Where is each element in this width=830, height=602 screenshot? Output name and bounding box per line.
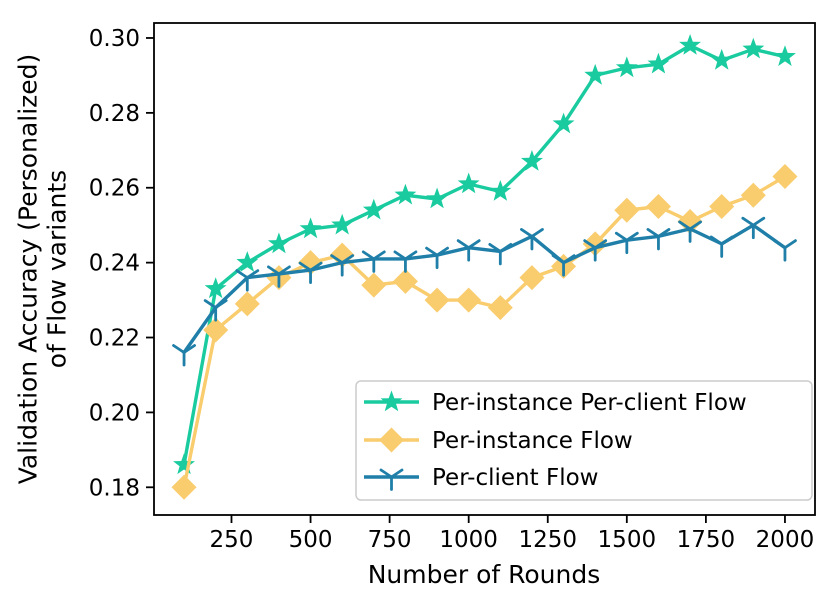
star-marker-icon bbox=[394, 183, 417, 205]
legend-label: Per-instance Per-client Flow bbox=[432, 390, 747, 416]
tri-down-marker-icon bbox=[330, 254, 355, 277]
legend-item-per-client-flow: Per-client Flow bbox=[364, 465, 598, 491]
y-tick-label: 0.22 bbox=[89, 326, 140, 352]
tri-down-marker-icon bbox=[551, 254, 576, 277]
star-marker-icon bbox=[457, 172, 480, 194]
tri-down-marker-icon bbox=[172, 344, 196, 367]
diamond-marker-icon bbox=[456, 287, 482, 313]
diamond-marker-icon bbox=[519, 265, 545, 291]
y-tick-label: 0.18 bbox=[89, 475, 140, 501]
diamond-marker-icon bbox=[361, 272, 387, 298]
x-axis-label: Number of Rounds bbox=[367, 560, 601, 589]
star-marker-icon bbox=[268, 232, 290, 254]
star-marker-icon bbox=[204, 277, 227, 299]
tri-down-marker-icon bbox=[646, 228, 671, 251]
diamond-marker-icon bbox=[614, 197, 640, 223]
y-tick-label: 0.26 bbox=[89, 176, 140, 202]
tri-down-marker-icon bbox=[203, 299, 228, 322]
diamond-marker-icon bbox=[645, 193, 671, 219]
series-per-instance-per-client-flow bbox=[173, 34, 796, 475]
x-tick-label: 500 bbox=[289, 527, 333, 553]
tri-down-marker-icon bbox=[361, 250, 386, 273]
star-marker-icon bbox=[426, 187, 448, 209]
diamond-marker-icon bbox=[772, 164, 798, 190]
tri-down-marker-icon bbox=[267, 265, 291, 288]
legend-label: Per-instance Flow bbox=[432, 428, 633, 454]
star-marker-icon bbox=[647, 52, 670, 74]
series-markers-per-client-flow bbox=[172, 216, 797, 367]
star-marker-icon bbox=[380, 390, 403, 412]
tri-down-marker-icon bbox=[741, 216, 766, 240]
legend-item-per-instance-flow: Per-instance Flow bbox=[364, 427, 633, 454]
x-tick-label: 1000 bbox=[439, 527, 498, 553]
diamond-marker-icon bbox=[709, 193, 735, 219]
star-marker-icon bbox=[299, 217, 322, 239]
tri-down-marker-icon bbox=[379, 468, 404, 491]
y-tick-label: 0.30 bbox=[89, 26, 140, 52]
tri-down-marker-icon bbox=[520, 228, 544, 251]
y-tick-label: 0.24 bbox=[89, 251, 140, 277]
diamond-marker-icon bbox=[487, 295, 513, 321]
star-marker-icon bbox=[679, 34, 701, 55]
star-marker-icon bbox=[521, 150, 543, 171]
star-marker-icon bbox=[742, 37, 765, 59]
x-tick-label: 2000 bbox=[756, 527, 815, 553]
tri-down-marker-icon bbox=[678, 220, 702, 243]
star-marker-icon bbox=[615, 56, 638, 78]
star-marker-icon bbox=[774, 45, 796, 66]
star-marker-icon bbox=[331, 213, 354, 235]
legend-item-per-instance-per-client-flow: Per-instance Per-client Flow bbox=[364, 390, 747, 416]
star-marker-icon bbox=[362, 198, 385, 220]
x-tick-label: 750 bbox=[368, 527, 412, 553]
tri-down-marker-icon bbox=[709, 235, 734, 258]
series-per-client-flow bbox=[172, 216, 797, 367]
star-marker-icon bbox=[552, 112, 575, 134]
tri-down-marker-icon bbox=[488, 243, 513, 266]
tri-down-marker-icon bbox=[425, 246, 449, 270]
legend: Per-instance Per-client Flow Per-instance… bbox=[355, 380, 813, 501]
tri-down-marker-icon bbox=[773, 239, 797, 262]
legend-box bbox=[355, 380, 813, 501]
tri-down-marker-icon bbox=[456, 239, 481, 262]
tri-down-marker-icon bbox=[393, 250, 418, 273]
legend-label: Per-client Flow bbox=[432, 465, 598, 491]
y-tick-label: 0.28 bbox=[89, 101, 140, 127]
star-marker-icon bbox=[173, 453, 195, 475]
series-markers-per-instance-per-client-flow bbox=[173, 34, 796, 475]
diamond-marker-icon bbox=[234, 291, 260, 317]
tri-down-marker-icon bbox=[235, 269, 260, 292]
tri-down-marker-icon bbox=[298, 261, 323, 285]
diamond-marker-icon bbox=[379, 427, 404, 453]
diamond-marker-icon bbox=[203, 317, 229, 343]
diamond-marker-icon bbox=[677, 208, 703, 234]
diamond-marker-icon bbox=[171, 474, 197, 500]
diamond-marker-icon bbox=[424, 287, 450, 313]
series-line-per-client-flow bbox=[182, 223, 787, 355]
x-tick-label: 1250 bbox=[518, 527, 577, 553]
diamond-marker-icon bbox=[392, 268, 418, 294]
tri-down-marker-icon bbox=[614, 231, 639, 255]
x-tick-label: 250 bbox=[210, 527, 254, 553]
diamond-marker-icon bbox=[740, 182, 766, 208]
x-tick-label: 1500 bbox=[598, 527, 657, 553]
x-tick-label: 1750 bbox=[677, 527, 736, 553]
star-marker-icon bbox=[584, 63, 607, 85]
y-tick-label: 0.20 bbox=[89, 400, 140, 426]
star-marker-icon bbox=[710, 48, 733, 70]
star-marker-icon bbox=[236, 251, 259, 272]
tri-down-marker-icon bbox=[583, 239, 608, 262]
star-marker-icon bbox=[489, 180, 512, 201]
plot-border bbox=[153, 22, 816, 516]
